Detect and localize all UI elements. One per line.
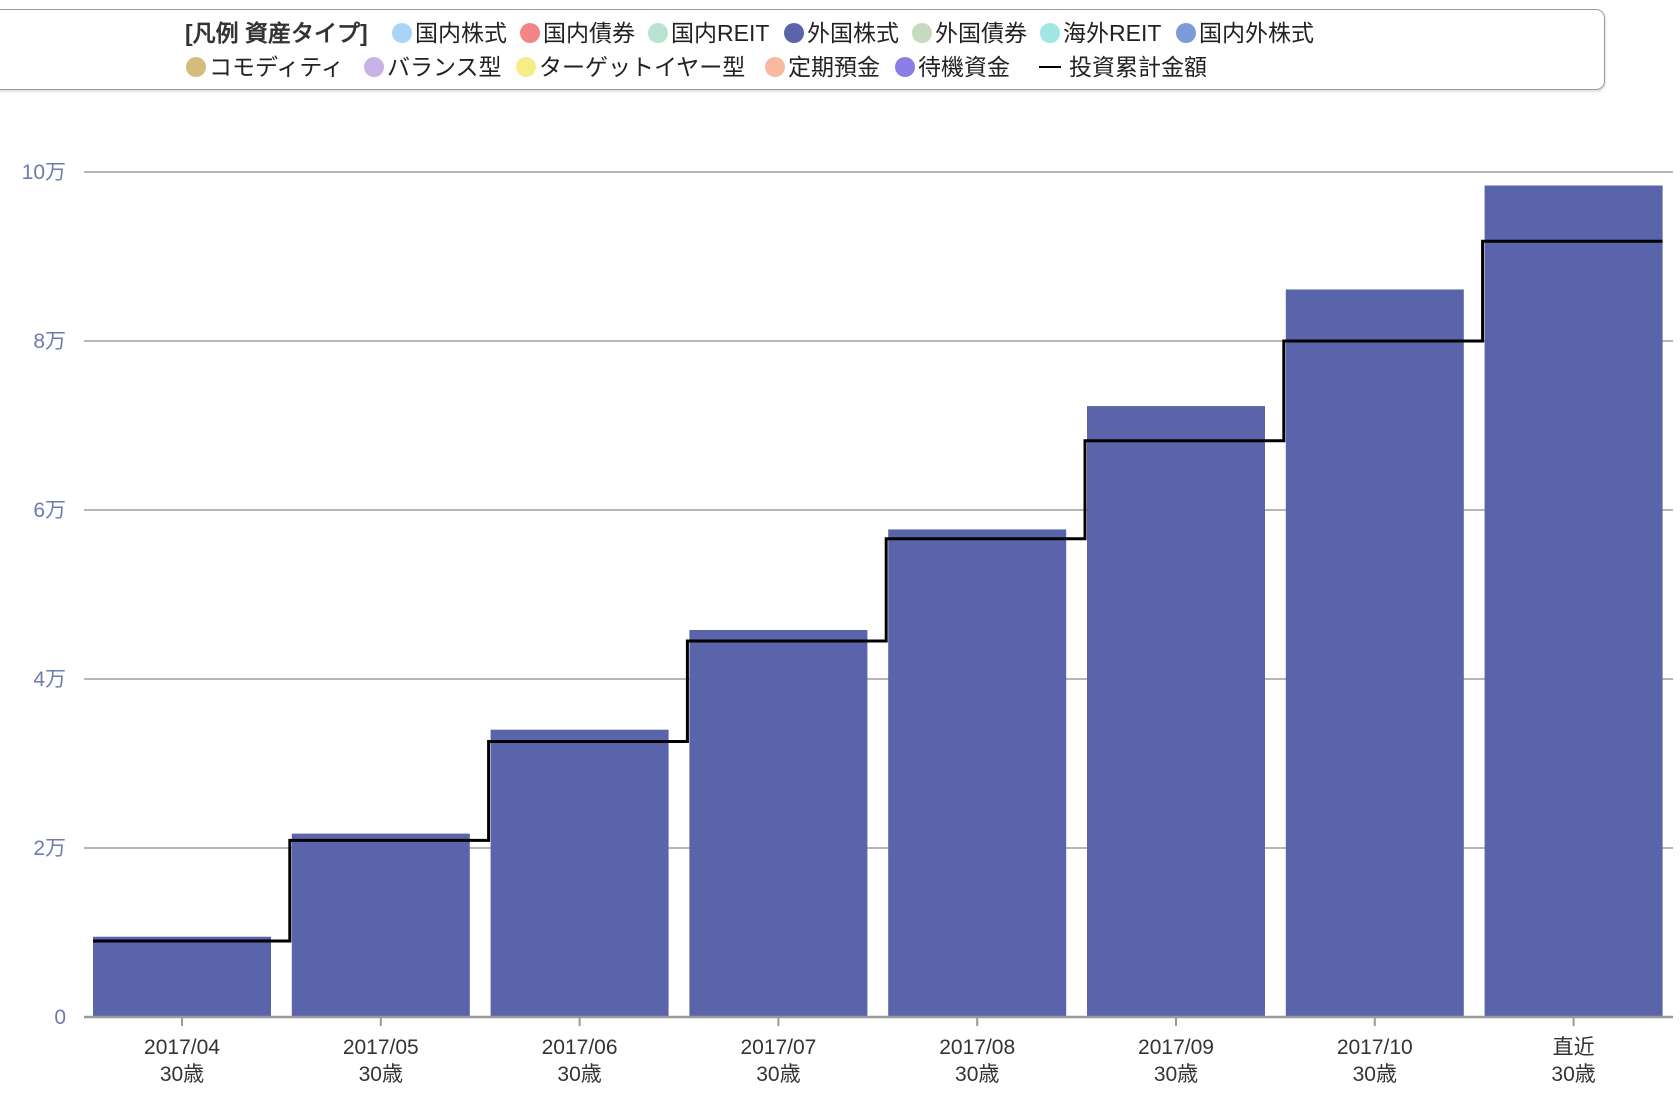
legend-swatch xyxy=(520,23,540,43)
legend-item-domestic-stock[interactable]: 国内株式 xyxy=(392,19,507,47)
bar[interactable] xyxy=(888,529,1067,1017)
legend-label: コモディティ xyxy=(209,54,345,80)
legend-item-time-deposit[interactable]: 定期預金 xyxy=(765,53,880,81)
legend-title: [凡例 資産タイプ] xyxy=(185,20,368,46)
x-tick-label: 2017/06 xyxy=(542,1036,618,1059)
legend-label: 外国株式 xyxy=(807,20,899,46)
x-tick-sublabel: 30歳 xyxy=(955,1063,999,1086)
legend-swatch xyxy=(516,57,536,77)
legend-label: ターゲットイヤー型 xyxy=(539,54,746,80)
legend-label: 国内株式 xyxy=(415,20,507,46)
y-tick-label: 2万 xyxy=(33,837,66,860)
legend-line-swatch xyxy=(1039,65,1061,69)
legend-item-foreign-stock[interactable]: 外国株式 xyxy=(784,19,899,47)
bar[interactable] xyxy=(689,629,868,1017)
legend-label: 外国債券 xyxy=(935,20,1027,46)
bar[interactable] xyxy=(1285,289,1464,1018)
legend-item-domestic-reit[interactable]: 国内REIT xyxy=(648,19,769,47)
legend-swatch xyxy=(1176,23,1196,43)
x-tick-sublabel: 30歳 xyxy=(1353,1063,1397,1086)
x-tick-label: 2017/05 xyxy=(343,1036,419,1059)
legend-swatch xyxy=(364,57,384,77)
legend-item-balanced[interactable]: バランス型 xyxy=(364,53,502,81)
x-tick-label: 2017/07 xyxy=(740,1036,816,1059)
x-tick-sublabel: 30歳 xyxy=(160,1063,204,1086)
x-tick-label: 2017/09 xyxy=(1138,1036,1214,1059)
legend-frame xyxy=(0,9,1605,90)
bar[interactable] xyxy=(93,936,271,1017)
legend-swatch xyxy=(765,57,785,77)
x-tick-label: 2017/10 xyxy=(1337,1036,1413,1059)
legend-item-standby-cash[interactable]: 待機資金 xyxy=(895,53,1010,81)
legend-label: 海外REIT xyxy=(1063,20,1162,46)
x-tick-label: 直近 xyxy=(1553,1036,1595,1059)
legend-label: 国内債券 xyxy=(543,20,635,46)
y-tick-label: 0 xyxy=(54,1006,66,1029)
legend-item-foreign-bond[interactable]: 外国債券 xyxy=(912,19,1027,47)
legend-swatch xyxy=(648,23,668,43)
legend-swatch xyxy=(186,57,206,77)
x-tick-label: 2017/04 xyxy=(144,1036,220,1059)
x-tick-sublabel: 30歳 xyxy=(359,1063,403,1086)
legend-swatch xyxy=(392,23,412,43)
bar[interactable] xyxy=(1484,185,1663,1017)
legend-label: 国内外株式 xyxy=(1199,20,1314,46)
y-tick-label: 10万 xyxy=(22,161,66,184)
y-tick-label: 4万 xyxy=(33,668,66,691)
legend-item-global-stock[interactable]: 国内外株式 xyxy=(1176,19,1314,47)
legend-item-target-year[interactable]: ターゲットイヤー型 xyxy=(516,53,745,81)
x-tick-label: 2017/08 xyxy=(939,1036,1015,1059)
legend-item-cumulative-investment[interactable]: 投資累計金額 xyxy=(1039,53,1207,81)
legend-swatch xyxy=(784,23,804,43)
legend-swatch xyxy=(1040,23,1060,43)
legend-item-domestic-bond[interactable]: 国内債券 xyxy=(520,19,635,47)
bar[interactable] xyxy=(490,729,669,1017)
x-tick-sublabel: 30歳 xyxy=(557,1063,601,1086)
legend-item-overseas-reit[interactable]: 海外REIT xyxy=(1040,19,1161,47)
legend-label: 国内REIT xyxy=(671,20,770,46)
legend-label: 待機資金 xyxy=(918,54,1010,80)
x-tick-sublabel: 30歳 xyxy=(756,1063,800,1086)
y-tick-label: 6万 xyxy=(33,499,66,522)
bar[interactable] xyxy=(291,833,470,1017)
legend-label: バランス型 xyxy=(387,54,502,80)
y-tick-label: 8万 xyxy=(33,330,66,353)
legend: [凡例 資産タイプ] 国内株式 国内債券 国内REIT 外国株式 外国債券 海外… xyxy=(0,0,1680,100)
cumulative-investment-line xyxy=(93,239,1663,943)
legend-label: 投資累計金額 xyxy=(1069,54,1207,80)
x-tick-sublabel: 30歳 xyxy=(1154,1063,1198,1086)
legend-swatch xyxy=(895,57,915,77)
x-tick-sublabel: 30歳 xyxy=(1551,1063,1595,1086)
legend-item-commodity[interactable]: コモディティ xyxy=(186,53,344,81)
legend-label: 定期預金 xyxy=(788,54,880,80)
legend-swatch xyxy=(912,23,932,43)
bar[interactable] xyxy=(1087,406,1265,1017)
